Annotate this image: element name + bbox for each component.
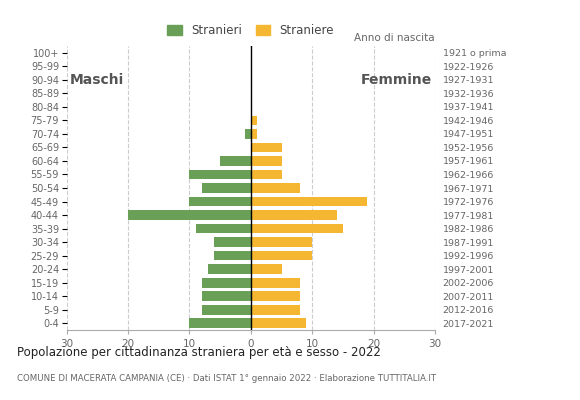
Bar [195, 224, 251, 234]
Bar [208, 264, 251, 274]
Legend: Stranieri, Straniere: Stranieri, Straniere [163, 19, 339, 42]
Bar [220, 156, 251, 166]
Text: Femmine: Femmine [361, 73, 432, 87]
Bar [251, 183, 300, 193]
Bar [202, 183, 251, 193]
Bar [128, 210, 251, 220]
Bar [251, 156, 281, 166]
Bar [251, 129, 257, 139]
Text: Popolazione per cittadinanza straniera per età e sesso - 2022: Popolazione per cittadinanza straniera p… [17, 346, 381, 359]
Bar [190, 197, 251, 206]
Text: Maschi: Maschi [70, 73, 124, 87]
Bar [214, 251, 251, 260]
Bar [202, 291, 251, 301]
Bar [251, 116, 257, 125]
Bar [251, 278, 300, 288]
Bar [251, 142, 281, 152]
Bar [245, 129, 251, 139]
Text: COMUNE DI MACERATA CAMPANIA (CE) · Dati ISTAT 1° gennaio 2022 · Elaborazione TUT: COMUNE DI MACERATA CAMPANIA (CE) · Dati … [17, 374, 437, 383]
Bar [251, 224, 343, 234]
Bar [251, 251, 312, 260]
Bar [251, 264, 281, 274]
Bar [202, 278, 251, 288]
Bar [190, 318, 251, 328]
Bar [214, 237, 251, 247]
Bar [202, 305, 251, 314]
Text: Anno di nascita: Anno di nascita [354, 33, 435, 43]
Bar [251, 305, 300, 314]
Bar [190, 170, 251, 179]
Bar [251, 318, 306, 328]
Bar [251, 170, 281, 179]
Bar [251, 210, 337, 220]
Bar [251, 291, 300, 301]
Bar [251, 197, 368, 206]
Bar [251, 237, 312, 247]
